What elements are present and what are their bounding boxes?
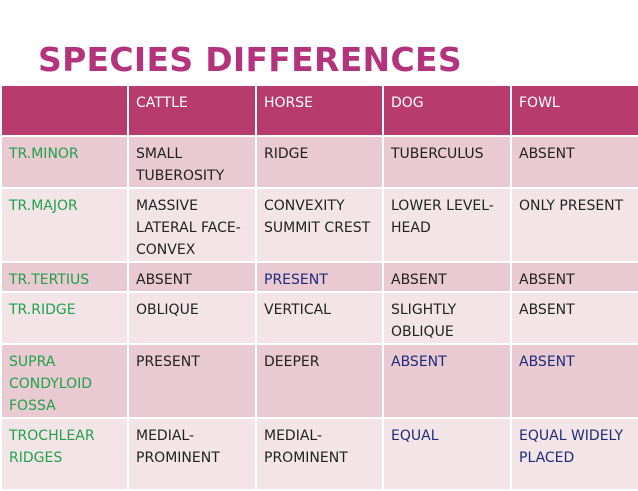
table-cell: PRESENT	[255, 261, 384, 293]
row-label: TR.MINOR	[0, 135, 129, 189]
header-cell	[0, 84, 129, 137]
table-cell: EQUAL WIDELY PLACED	[510, 417, 638, 491]
table-cell: CONVEXITY SUMMIT CREST	[255, 187, 384, 263]
table-cell: ONLY PRESENT	[510, 187, 638, 263]
table-cell: VERTICAL	[255, 291, 384, 345]
table-cell: ABSENT	[510, 135, 638, 189]
slide-title: SPECIES DIFFERENCES	[38, 40, 462, 79]
table-cell: ABSENT	[510, 291, 638, 345]
table-cell: MASSIVE LATERAL FACE-CONVEX	[127, 187, 257, 263]
header-cell: CATTLE	[127, 84, 257, 137]
table-cell: MEDIAL-PROMINENT	[127, 417, 257, 491]
slide: SPECIES DIFFERENCES CATTLE HORSE DOG FOWL T…	[0, 40, 638, 491]
row-label: TR.RIDGE	[0, 291, 129, 345]
comparison-table: CATTLE HORSE DOG FOWL TR.MINOR SMALL TUBEROS…	[0, 84, 638, 491]
table-row: SUPRA CONDYLOID FOSSA PRESENT DEEPER ABSENT…	[0, 343, 638, 419]
table-cell: MEDIAL-PROMINENT	[255, 417, 384, 491]
table-cell: ABSENT	[510, 343, 638, 419]
table-row: TR.MINOR SMALL TUBEROSITY RIDGE TUBERCULUS A…	[0, 135, 638, 189]
table-row: TR.TERTIUS ABSENT PRESENT ABSENT ABSENT	[0, 261, 638, 293]
header-cell: FOWL	[510, 84, 638, 137]
table-cell: EQUAL	[382, 417, 512, 491]
table-cell: ABSENT	[127, 261, 257, 293]
header-cell: HORSE	[255, 84, 384, 137]
table-cell: RIDGE	[255, 135, 384, 189]
table-cell: LOWER LEVEL-HEAD	[382, 187, 512, 263]
table-cell: PRESENT	[127, 343, 257, 419]
table-cell: DEEPER	[255, 343, 384, 419]
table-cell: ABSENT	[382, 343, 512, 419]
table-row: TR.MAJOR MASSIVE LATERAL FACE-CONVEX CONVE…	[0, 187, 638, 263]
table-row: TR.RIDGE OBLIQUE VERTICAL SLIGHTLY OBLIQUE A…	[0, 291, 638, 345]
row-label: TR.TERTIUS	[0, 261, 129, 293]
header-cell: DOG	[382, 84, 512, 137]
table-row: TROCHLEAR RIDGES MEDIAL-PROMINENT MEDIAL-P…	[0, 417, 638, 491]
table-cell: OBLIQUE	[127, 291, 257, 345]
table-cell: ABSENT	[510, 261, 638, 293]
row-label: SUPRA CONDYLOID FOSSA	[0, 343, 129, 419]
table-cell: ABSENT	[382, 261, 512, 293]
row-label: TR.MAJOR	[0, 187, 129, 263]
table-cell: TUBERCULUS	[382, 135, 512, 189]
table-cell: SLIGHTLY OBLIQUE	[382, 291, 512, 345]
row-label: TROCHLEAR RIDGES	[0, 417, 129, 491]
header-row: CATTLE HORSE DOG FOWL	[0, 84, 638, 137]
table-cell: SMALL TUBEROSITY	[127, 135, 257, 189]
